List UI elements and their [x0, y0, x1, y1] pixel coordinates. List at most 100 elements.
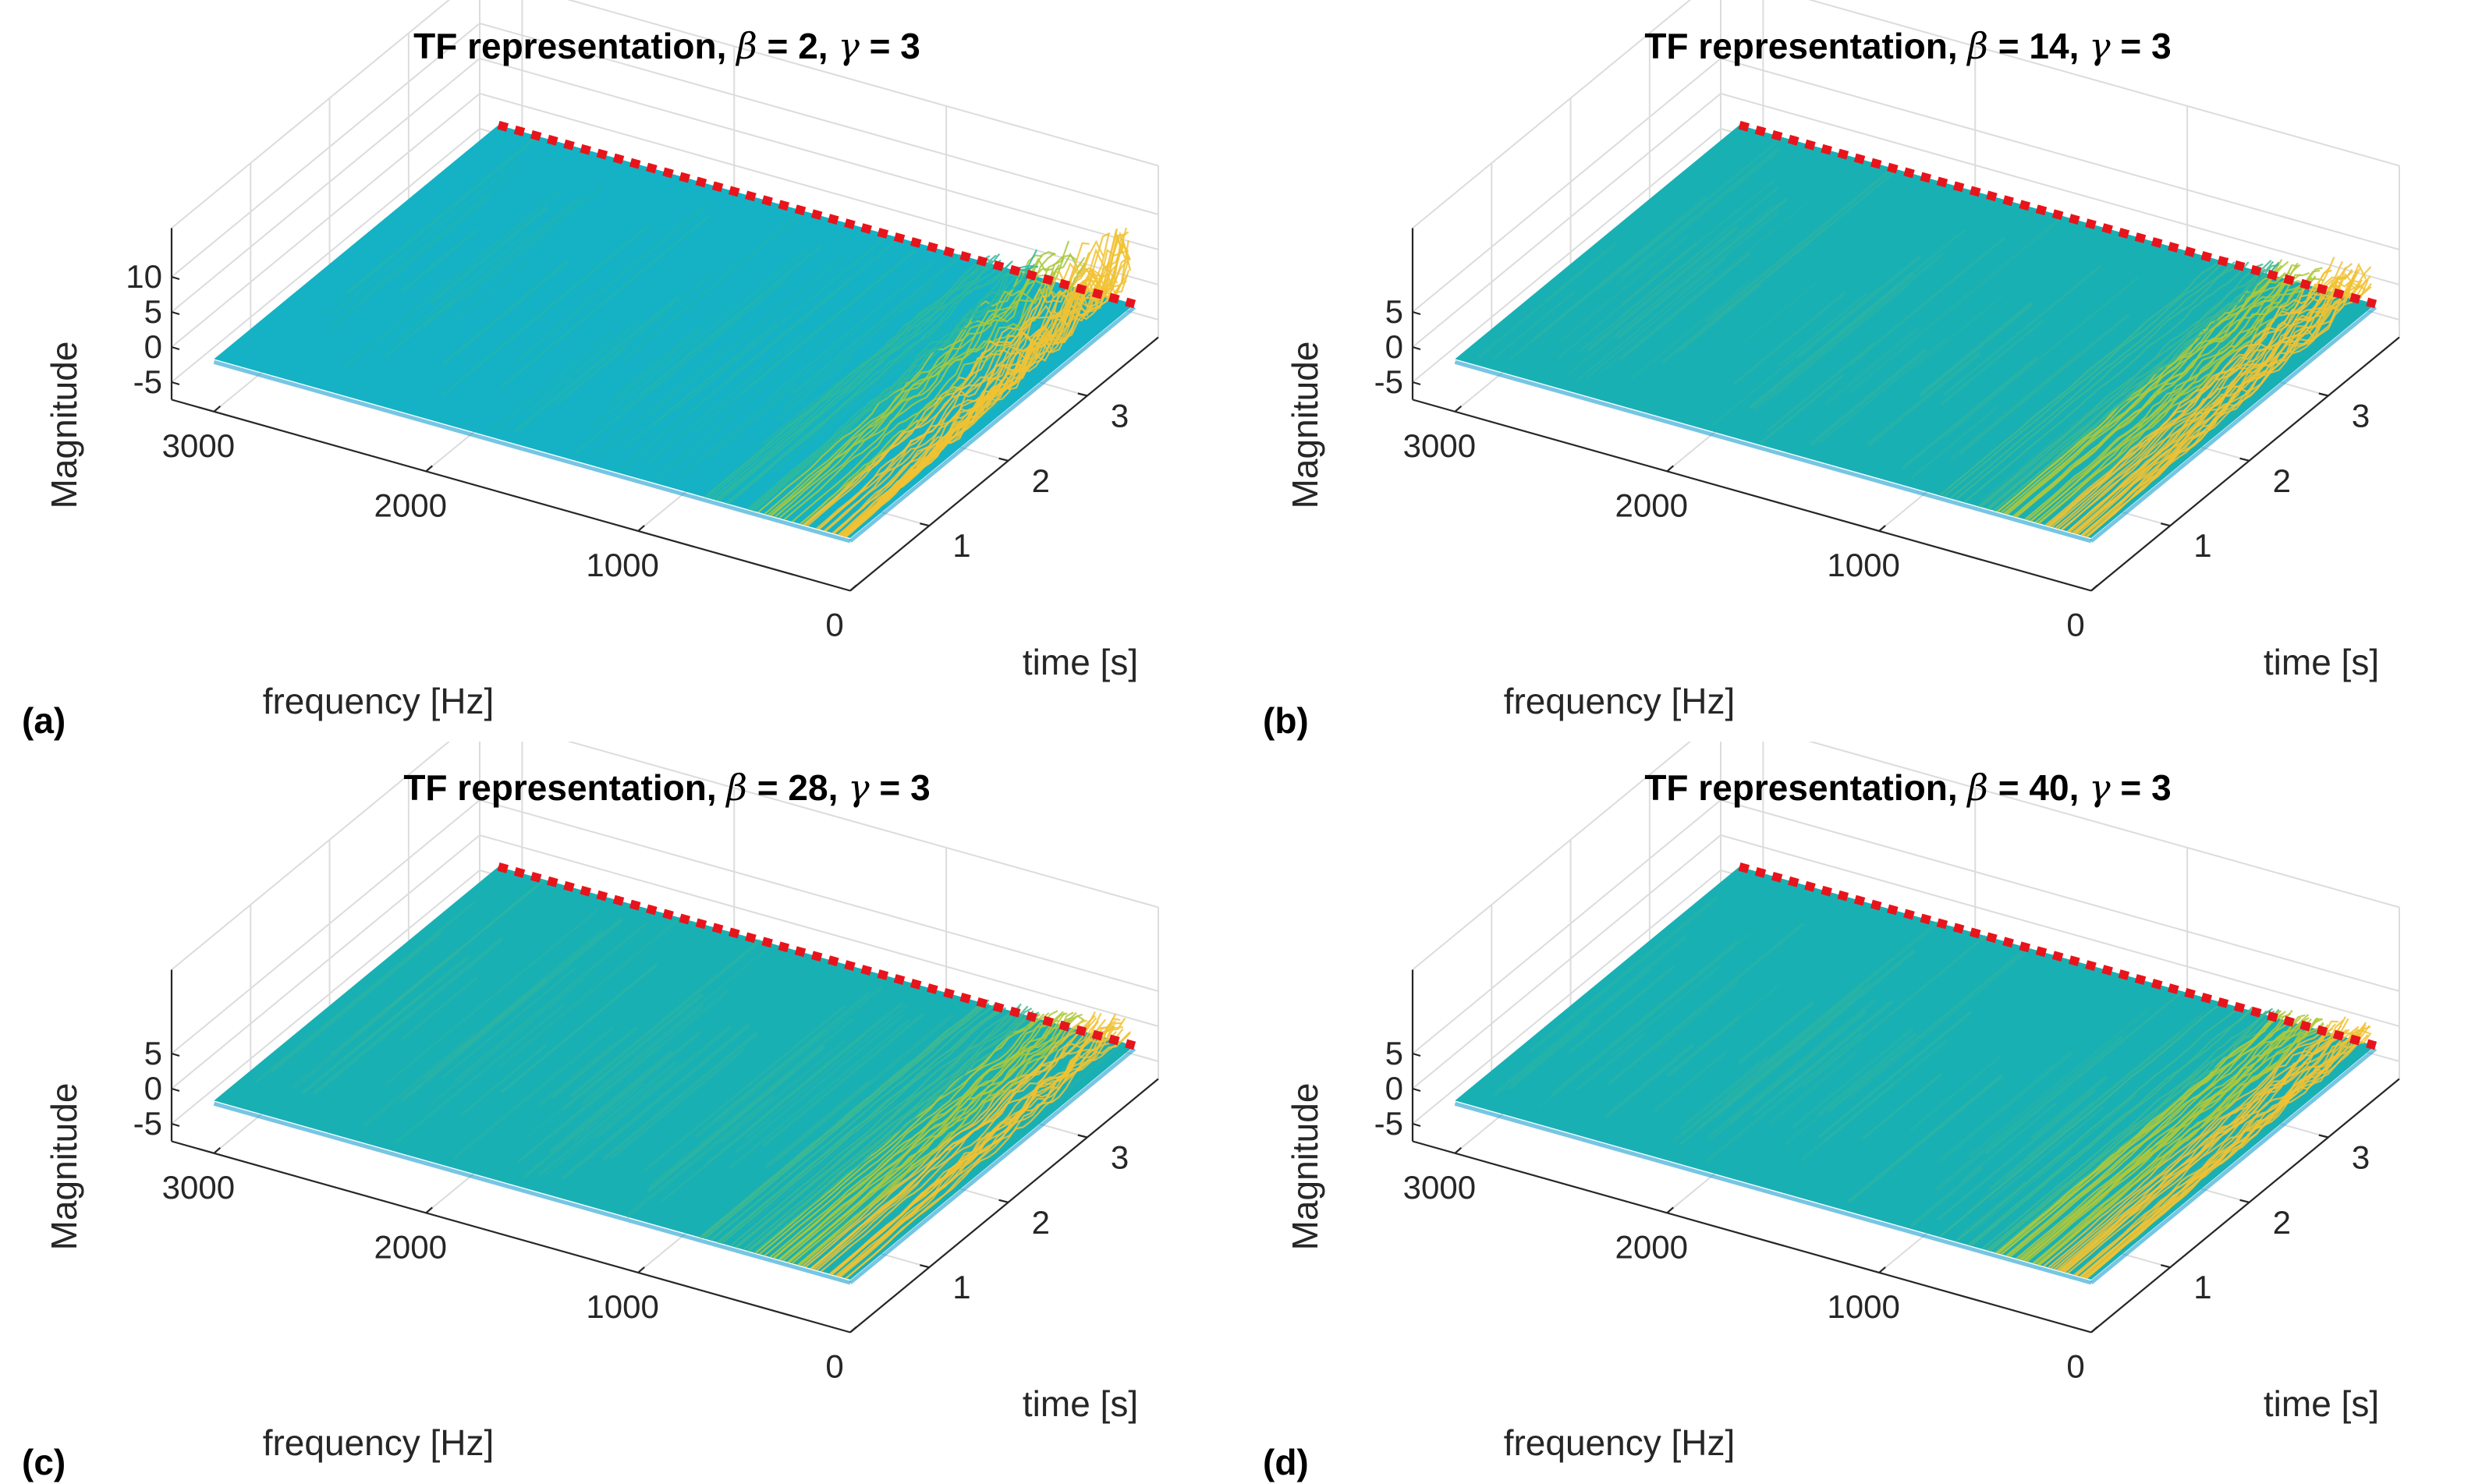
- surface-streak: [679, 329, 858, 478]
- surface-streak: [1862, 1073, 1942, 1140]
- time-tick-label: 1: [952, 1269, 970, 1305]
- surface-side-edge: [849, 306, 1136, 543]
- frequency-tick-label: 0: [2066, 1348, 2084, 1385]
- frequency-axis-label: frequency [Hz]: [1504, 1422, 1736, 1463]
- surface-streak: [1565, 289, 1671, 377]
- surface-streak: [833, 335, 1022, 491]
- ridge-trace: [2050, 1023, 2336, 1270]
- surface-streak: [1909, 1054, 2002, 1132]
- tf-surface: [213, 866, 1136, 1285]
- surface-streak: [589, 247, 809, 430]
- surface-streak: [292, 1008, 389, 1089]
- ridge-trace: [2057, 260, 2344, 529]
- surface-streak: [1610, 965, 1721, 1057]
- ridge-trace: [2044, 267, 2331, 526]
- surface-streak: [790, 253, 963, 396]
- surface-streak: [498, 916, 682, 1068]
- ridge-trace: [2048, 278, 2334, 527]
- time-tick-label: 2: [1032, 462, 1050, 499]
- ridge-trace: [746, 1008, 1033, 1252]
- surface-streak: [694, 1028, 827, 1139]
- frequency-axis: [171, 1140, 851, 1333]
- surface-streak: [555, 345, 627, 406]
- surface-streak: [569, 939, 762, 1098]
- ridge-trace: [1938, 1001, 2225, 1238]
- surface-streak: [1680, 987, 1862, 1137]
- ridge-trace: [788, 1011, 1074, 1263]
- surface-streak: [1824, 1039, 1948, 1142]
- ridge-trace: [1995, 1010, 2282, 1254]
- surface-streak: [1532, 197, 1707, 342]
- surface-streak: [616, 270, 717, 354]
- surface-streak: [1918, 301, 2033, 397]
- surface-streak: [594, 1025, 732, 1139]
- time-tick-label: 3: [1111, 1139, 1129, 1176]
- ridge-trace: [743, 1005, 1029, 1251]
- surface-streak: [1579, 252, 1700, 352]
- surface-streak: [1724, 983, 1871, 1104]
- surface-streak: [775, 1014, 954, 1162]
- surface-streak: [1939, 1050, 2073, 1162]
- surface-streak: [512, 204, 707, 365]
- frequency-tick-label: 3000: [1403, 1169, 1476, 1206]
- surface-streak: [523, 1031, 702, 1179]
- ridge-trace: [716, 1004, 1003, 1243]
- ridge-trace: [774, 264, 1061, 518]
- magnitude-tick-label: -5: [1374, 363, 1403, 400]
- surface-streak: [1849, 214, 2065, 393]
- ridge-trace: [710, 1004, 996, 1241]
- surface-streak: [1748, 285, 1899, 409]
- ridge-trace: [1993, 264, 2279, 512]
- ridge-trace: [800, 263, 1086, 525]
- surface-streak: [441, 224, 651, 396]
- ridge-trace: [1963, 261, 2250, 503]
- surface-streak: [501, 214, 711, 388]
- surface-streak: [727, 406, 836, 495]
- surface-streak: [362, 1032, 477, 1128]
- ridge-trace: [704, 258, 990, 498]
- surface-streak: [1568, 965, 1675, 1054]
- surface-streak: [462, 185, 605, 303]
- surface-streak: [344, 993, 424, 1059]
- surface-streak: [1766, 342, 1875, 433]
- ridge-trace: [2056, 1025, 2342, 1271]
- time-axis: [2090, 336, 2400, 592]
- surface-streak: [646, 331, 807, 465]
- frequency-axis-label: frequency [Hz]: [263, 1422, 495, 1463]
- surface-streak: [1979, 395, 2108, 503]
- surface-streak: [1867, 352, 1981, 447]
- ridge-trace: [1955, 263, 2241, 501]
- surface-streak: [1760, 921, 1939, 1069]
- ridge-trace: [701, 999, 987, 1239]
- ridge-trace: [758, 1013, 1045, 1256]
- magnitude-axis-label: Magnitude: [1285, 1083, 1325, 1251]
- surface-streak: [782, 282, 935, 409]
- surface-streak: [1768, 1050, 1858, 1125]
- surface-streak: [762, 379, 842, 445]
- plot-title: TF representation, β = 2, γ = 3: [413, 25, 920, 67]
- surface-streak: [513, 296, 679, 434]
- surface-streak: [549, 1050, 674, 1154]
- surface-front-edge: [1454, 359, 2092, 544]
- frequency-tick-label: 2000: [1615, 487, 1688, 523]
- ridge-trace: [1980, 268, 2266, 508]
- surface-streak: [1849, 950, 2029, 1099]
- magnitude-axis-label: Magnitude: [1285, 342, 1325, 509]
- surface-streak: [1600, 200, 1810, 374]
- surface-streak: [626, 1094, 775, 1219]
- ridge-trace: [810, 1015, 1096, 1270]
- surface-streak: [528, 320, 639, 412]
- surface-streak: [1943, 265, 2101, 396]
- frequency-tick-label: 2000: [1615, 1228, 1688, 1265]
- tf-surface: [1454, 866, 2377, 1285]
- surface-streak: [1677, 210, 1780, 296]
- surface-streak: [1817, 1011, 1972, 1139]
- surface-streak: [747, 1102, 897, 1226]
- surface-streak: [562, 993, 704, 1111]
- surface-streak: [1792, 1027, 1914, 1128]
- time-tick-label: 2: [1032, 1204, 1050, 1241]
- ridge-trace: [816, 262, 1101, 529]
- surface-streak: [1936, 1089, 2097, 1221]
